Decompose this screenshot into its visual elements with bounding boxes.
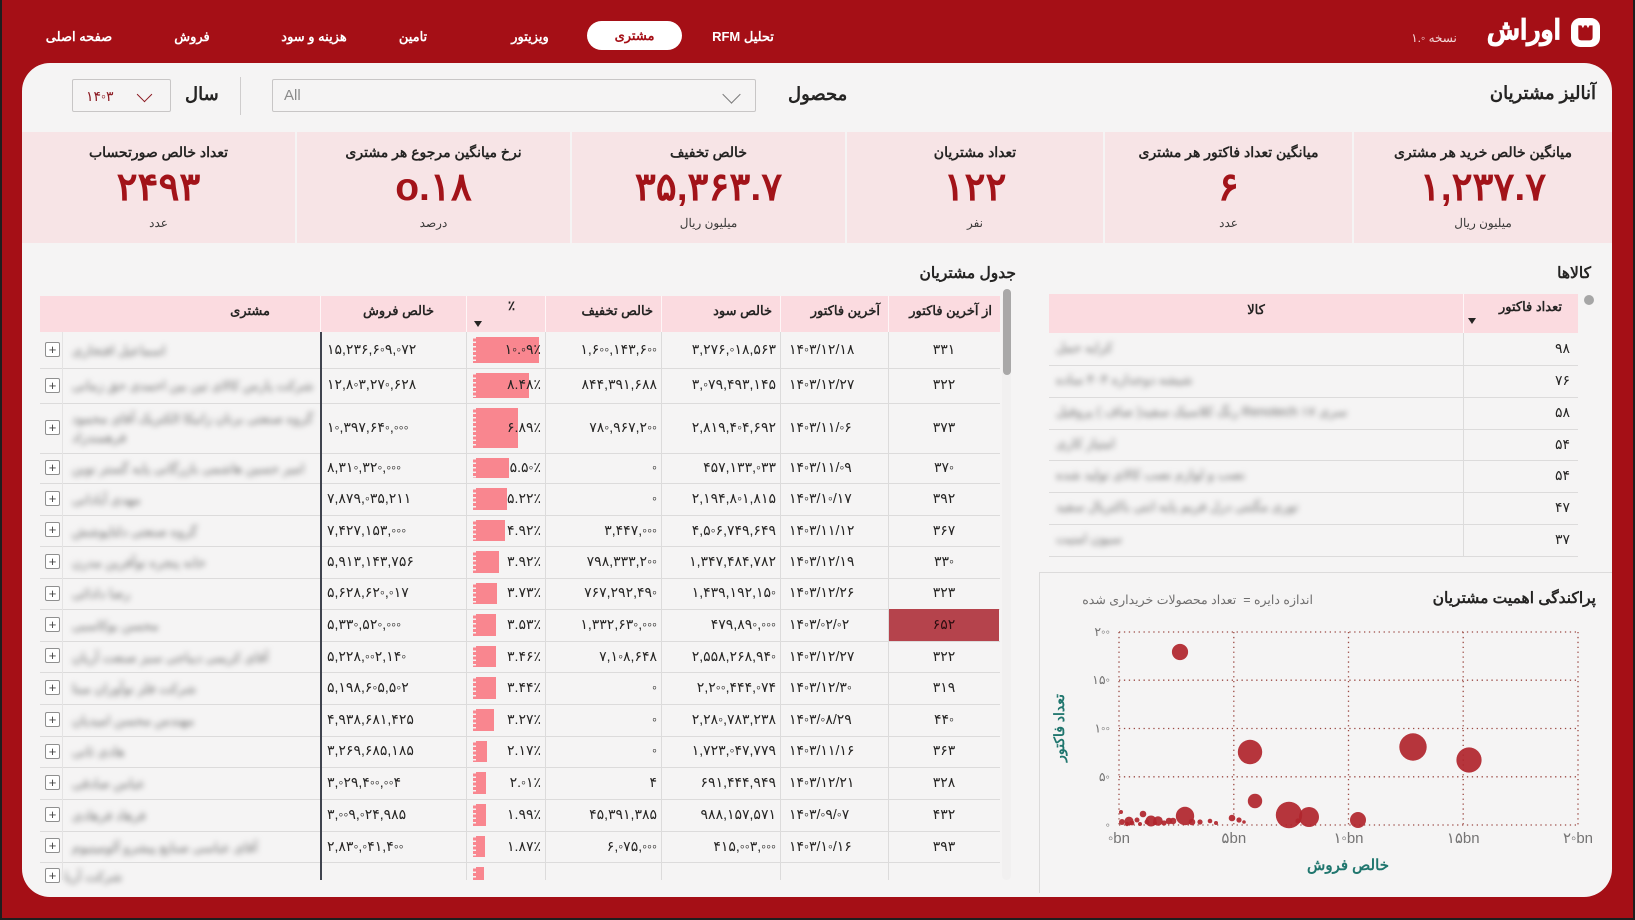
svg-text:۱۵◦: ۱۵◦ (1092, 673, 1110, 687)
svg-text:◦bn: ◦bn (1108, 830, 1130, 847)
svg-text:۱۵bn: ۱۵bn (1447, 830, 1480, 847)
svg-text:۵◦: ۵◦ (1099, 770, 1110, 784)
svg-text:◦: ◦ (1106, 818, 1110, 832)
svg-text:۲◦◦: ۲◦◦ (1094, 625, 1110, 639)
svg-text:۱◦bn: ۱◦bn (1333, 830, 1363, 847)
svg-text:۱◦◦: ۱◦◦ (1094, 722, 1110, 736)
svg-text:خالص فروش: خالص فروش (1307, 857, 1389, 874)
svg-text:۵bn: ۵bn (1221, 830, 1246, 847)
svg-text:تعداد فاکتور: تعداد فاکتور (1051, 694, 1068, 763)
svg-text:۲◦bn: ۲◦bn (1563, 830, 1593, 847)
